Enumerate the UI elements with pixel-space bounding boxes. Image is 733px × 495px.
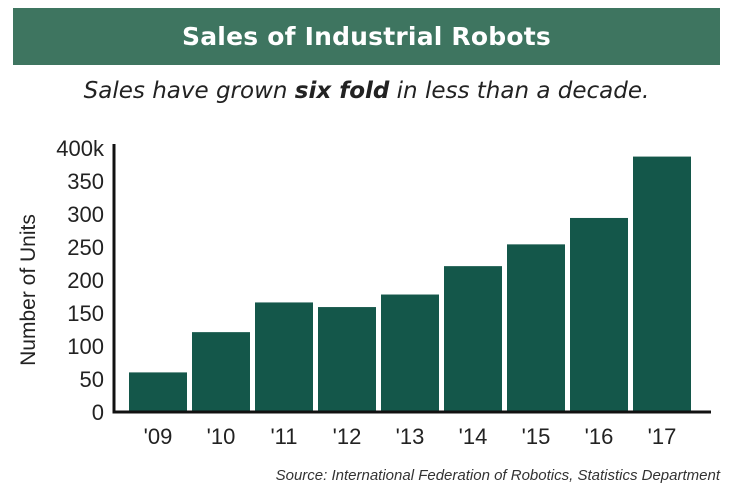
y-tick-label: 100 xyxy=(67,334,104,359)
source-note: Source: International Federation of Robo… xyxy=(275,467,720,484)
bar-11 xyxy=(255,302,313,412)
bar-15 xyxy=(507,244,565,412)
bar-09 xyxy=(129,372,187,412)
x-tick-label: '12 xyxy=(333,424,362,449)
bar-10 xyxy=(192,332,250,412)
axes-layer xyxy=(112,144,711,414)
y-tick-label: 250 xyxy=(67,235,104,260)
y-tick-label: 50 xyxy=(80,367,104,392)
y-axis-title: Number of Units xyxy=(17,214,40,366)
y-tick-label: 350 xyxy=(67,169,104,194)
y-tick-label: 200 xyxy=(67,268,104,293)
x-tick-label: '09 xyxy=(144,424,173,449)
bars-layer xyxy=(129,156,691,412)
chart-subtitle: Sales have grown six fold in less than a… xyxy=(0,78,733,104)
bar-12 xyxy=(318,307,376,412)
x-tick-label: '14 xyxy=(459,424,488,449)
subtitle-emphasis: six fold xyxy=(294,78,390,104)
x-tick-label: '11 xyxy=(270,424,297,449)
chart-title: Sales of Industrial Robots xyxy=(182,22,551,51)
x-tick-label: '17 xyxy=(648,424,677,449)
y-tick-label: 0 xyxy=(92,400,104,425)
bar-13 xyxy=(381,294,439,412)
bar-16 xyxy=(570,217,628,412)
y-tick-label: 300 xyxy=(67,202,104,227)
subtitle-suffix: in less than a decade. xyxy=(389,78,650,104)
bar-14 xyxy=(444,266,502,412)
labels-layer: '09 '10 '11 '12 '13 '14 '15 '16 '17 0 50 100 150 200 2… xyxy=(17,136,676,449)
bar-chart: '09 '10 '11 '12 '13 '14 '15 '16 '17 0 50 100 150 200 2… xyxy=(17,136,711,449)
x-tick-label: '10 xyxy=(207,424,236,449)
x-tick-label: '13 xyxy=(396,424,425,449)
chart-area: '09 '10 '11 '12 '13 '14 '15 '16 '17 0 50 100 150 200 2… xyxy=(0,130,733,455)
chart-title-bar: Sales of Industrial Robots xyxy=(13,8,720,65)
x-tick-label: '15 xyxy=(522,424,551,449)
y-tick-label: 400k xyxy=(56,136,105,161)
subtitle-prefix: Sales have grown xyxy=(83,78,295,104)
bar-17 xyxy=(633,156,691,412)
y-tick-label: 150 xyxy=(67,301,104,326)
x-tick-label: '16 xyxy=(585,424,614,449)
